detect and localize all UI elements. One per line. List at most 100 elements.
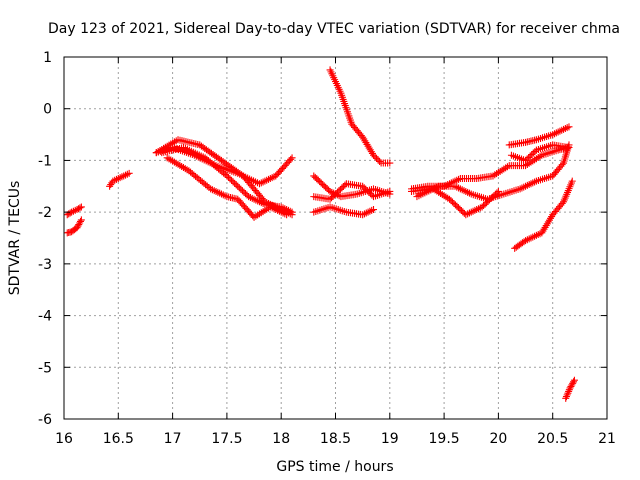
data-point	[565, 144, 573, 151]
y-tick-label: 0	[43, 102, 52, 118]
data-point	[77, 203, 85, 211]
data-points	[63, 66, 578, 402]
data-point	[563, 391, 571, 399]
data-point	[570, 376, 578, 384]
data-point	[565, 386, 573, 394]
series-t7	[163, 154, 291, 221]
data-point	[341, 181, 349, 189]
x-tick-label: 18.5	[320, 431, 351, 447]
data-point	[565, 123, 573, 131]
data-point	[74, 205, 82, 213]
data-point	[73, 206, 81, 214]
data-point	[224, 173, 232, 181]
x-tick-label: 20	[489, 431, 507, 447]
data-point	[66, 209, 74, 217]
y-axis-label: SDTVAR / TECUs	[7, 181, 23, 296]
x-tick-label: 19	[381, 431, 399, 447]
data-point	[386, 187, 394, 195]
data-point	[234, 182, 242, 190]
data-point	[366, 190, 374, 198]
data-point	[228, 176, 236, 184]
data-point	[531, 148, 539, 156]
data-point	[564, 389, 572, 397]
data-point	[360, 184, 368, 192]
data-point	[75, 221, 83, 229]
x-tick-label: 16	[55, 431, 73, 447]
data-point	[363, 187, 371, 195]
y-tick-label: -1	[38, 153, 52, 169]
series-t10	[310, 180, 394, 203]
data-point	[566, 384, 574, 392]
data-point	[74, 222, 82, 230]
data-point	[568, 381, 576, 389]
data-point	[240, 188, 248, 196]
data-point	[522, 156, 530, 164]
data-point	[362, 185, 370, 193]
series-t18	[562, 376, 578, 402]
x-axis-label: GPS time / hours	[276, 459, 393, 475]
data-point	[376, 157, 384, 165]
data-point	[77, 216, 85, 224]
data-point	[370, 151, 378, 159]
data-point	[374, 156, 382, 164]
data-point	[523, 155, 531, 163]
y-tick-label: -4	[38, 309, 52, 325]
series-t9	[310, 172, 394, 201]
data-point	[371, 153, 379, 161]
data-point	[73, 224, 81, 232]
data-point	[494, 187, 502, 195]
data-point	[229, 178, 237, 186]
data-point	[242, 190, 250, 198]
data-point	[237, 185, 245, 193]
series-t13	[408, 144, 573, 193]
data-point	[526, 152, 534, 160]
x-tick-label: 17.5	[211, 431, 242, 447]
x-tick-label: 20.5	[537, 431, 568, 447]
data-point	[567, 382, 575, 390]
data-point	[570, 378, 578, 386]
x-tick-label: 19.5	[429, 431, 460, 447]
data-point	[562, 394, 570, 402]
chart-title: Day 123 of 2021, Sidereal Day-to-day VTE…	[48, 21, 620, 37]
series-t8	[326, 66, 394, 167]
data-point	[562, 393, 570, 401]
y-tick-label: 1	[43, 50, 52, 66]
series-t3	[106, 169, 133, 190]
x-tick-label: 18	[272, 431, 290, 447]
data-point	[558, 161, 566, 169]
series-t16	[507, 141, 573, 164]
data-point	[373, 154, 381, 162]
series-t11	[310, 203, 378, 219]
data-point	[386, 159, 394, 167]
x-tick-label: 17	[164, 431, 182, 447]
data-point	[77, 217, 85, 225]
x-tick-label: 16.5	[103, 431, 134, 447]
data-point	[223, 172, 231, 180]
y-tick-label: -5	[38, 360, 52, 376]
data-point	[238, 187, 246, 195]
data-point	[288, 154, 296, 162]
data-point	[359, 182, 367, 190]
series-t1	[63, 203, 85, 219]
data-point	[370, 206, 378, 214]
data-point	[568, 177, 576, 185]
data-point	[125, 169, 133, 177]
data-point	[232, 181, 240, 189]
series-t15	[505, 123, 573, 149]
series-t6	[158, 144, 296, 216]
series-t17	[511, 177, 576, 252]
y-tick-label: -6	[38, 412, 52, 428]
data-point	[528, 151, 536, 159]
x-tick-label: 21	[598, 431, 616, 447]
axis-ticks: 16 16.5 17 17.5 18 18.5 19 19.5 20 20.5 21 1 0 -1 -2 -3…	[38, 50, 616, 447]
data-point	[76, 204, 84, 212]
series-t14	[413, 141, 573, 203]
data-point	[65, 210, 73, 218]
data-point	[226, 175, 234, 183]
y-tick-label: -3	[38, 257, 52, 273]
data-point	[235, 184, 243, 192]
grid-lines	[64, 57, 607, 419]
y-tick-label: -2	[38, 205, 52, 221]
data-point	[287, 155, 295, 163]
